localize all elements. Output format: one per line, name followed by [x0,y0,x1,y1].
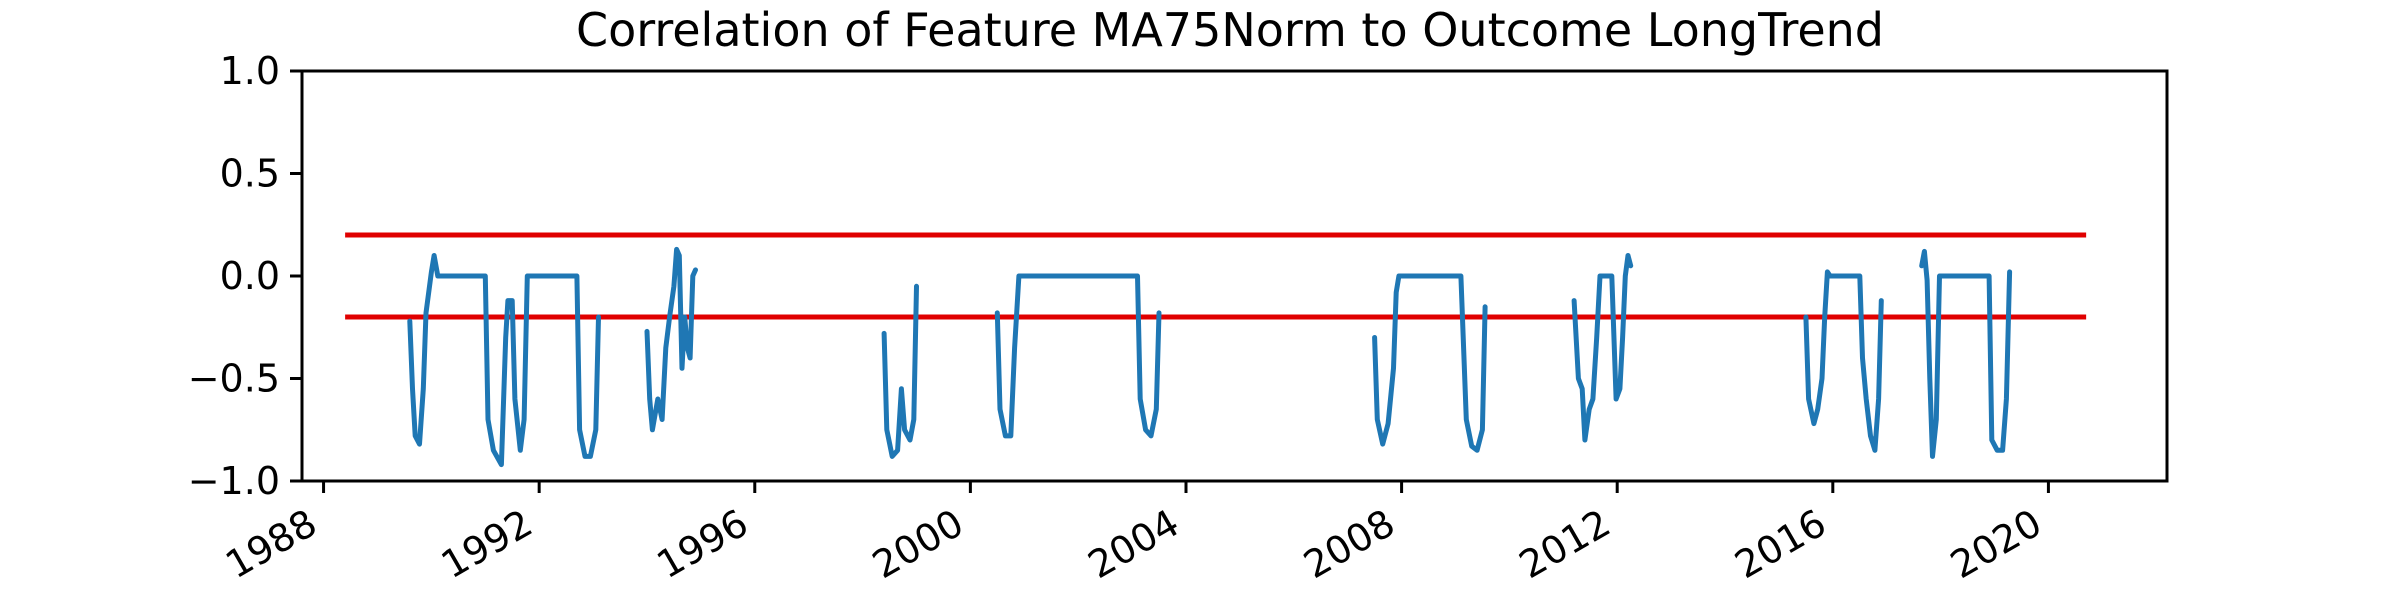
y-tick-label: 1.0 [220,49,280,93]
y-tick-label: −1.0 [188,459,280,503]
x-tick-label: 2004 [1081,501,1187,587]
series-segment-0-3 [994,273,1162,439]
series-segment-0-5 [1571,253,1634,443]
y-tick-label: 0.0 [220,254,280,298]
series-lines [407,246,2013,468]
y-tick-label: 0.5 [220,152,280,196]
series-segment-0-2 [881,283,919,459]
x-tick-label: 2008 [1296,501,1402,587]
series-segment-0-6 [1803,269,1884,453]
x-tick-label: 1988 [218,501,324,587]
series-segment-0-1 [644,246,698,433]
series-segment-0-4 [1372,273,1488,453]
series-segment-0-0 [407,253,601,468]
x-tick-label: 2016 [1728,501,1834,587]
x-axis: 1988 1992 1996 2000 2004 2008 2012 2016 2020 [218,481,2050,587]
x-tick-label: 2012 [1512,501,1618,587]
series-segment-0-7 [1919,248,2013,459]
x-tick-label: 2000 [865,501,971,587]
x-tick-label: 1992 [434,501,540,587]
x-tick-label: 1996 [650,501,756,587]
y-tick-label: −0.5 [188,357,280,401]
threshold-lines [345,232,2087,320]
chart-title: Correlation of Feature MA75Norm to Outco… [576,3,1884,57]
x-tick-label: 2020 [1943,501,2049,587]
y-axis: −1.0 −0.5 0.0 0.5 1.0 [188,49,302,503]
